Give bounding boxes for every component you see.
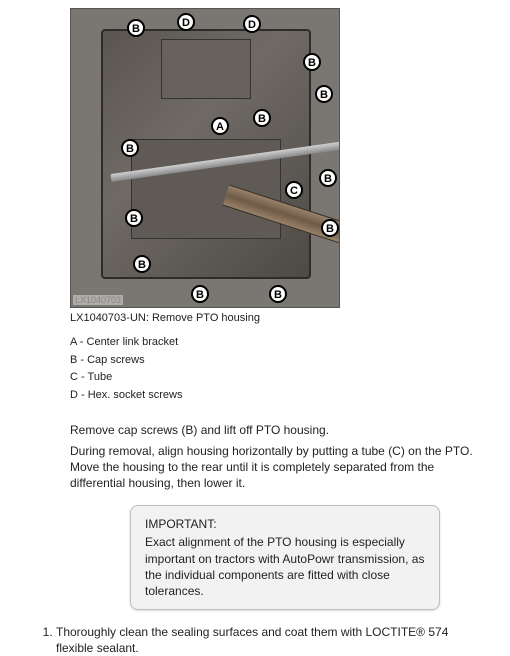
instruction-text: Remove cap screws (B) and lift off PTO h… bbox=[70, 422, 480, 610]
figure-legend: A - Center link bracket B - Cap screws C… bbox=[70, 334, 490, 404]
callout-B: B bbox=[121, 139, 139, 157]
callout-B: B bbox=[269, 285, 287, 303]
paragraph-align: During removal, align housing horizontal… bbox=[70, 443, 480, 492]
callout-B: B bbox=[315, 85, 333, 103]
callout-B: B bbox=[319, 169, 337, 187]
callout-B: B bbox=[303, 53, 321, 71]
note-heading: IMPORTANT: bbox=[145, 516, 425, 532]
callout-B: B bbox=[133, 255, 151, 273]
important-note: IMPORTANT: Exact alignment of the PTO ho… bbox=[130, 505, 440, 610]
callout-B: B bbox=[125, 209, 143, 227]
upper-block bbox=[161, 39, 251, 99]
legend-item-D: D - Hex. socket screws bbox=[70, 387, 490, 405]
callout-C: C bbox=[285, 181, 303, 199]
callout-B: B bbox=[253, 109, 271, 127]
callout-B: B bbox=[191, 285, 209, 303]
figure-block: D D B B B B B B B B B B B A C LX1040703 … bbox=[70, 8, 490, 404]
note-body: Exact alignment of the PTO housing is es… bbox=[145, 534, 425, 599]
figure-caption: LX1040703-UN: Remove PTO housing bbox=[70, 312, 490, 324]
step-list: Thoroughly clean the sealing surfaces an… bbox=[38, 624, 490, 656]
pto-housing-photo: D D B B B B B B B B B B B A C LX1040703 bbox=[70, 8, 340, 308]
figure-watermark: LX1040703 bbox=[73, 295, 123, 305]
paragraph-remove: Remove cap screws (B) and lift off PTO h… bbox=[70, 422, 480, 438]
callout-B: B bbox=[127, 19, 145, 37]
step-1: Thoroughly clean the sealing surfaces an… bbox=[56, 624, 490, 656]
legend-item-C: C - Tube bbox=[70, 369, 490, 387]
callout-D: D bbox=[243, 15, 261, 33]
legend-item-B: B - Cap screws bbox=[70, 352, 490, 370]
callout-B: B bbox=[321, 219, 339, 237]
legend-item-A: A - Center link bracket bbox=[70, 334, 490, 352]
callout-D: D bbox=[177, 13, 195, 31]
callout-A: A bbox=[211, 117, 229, 135]
